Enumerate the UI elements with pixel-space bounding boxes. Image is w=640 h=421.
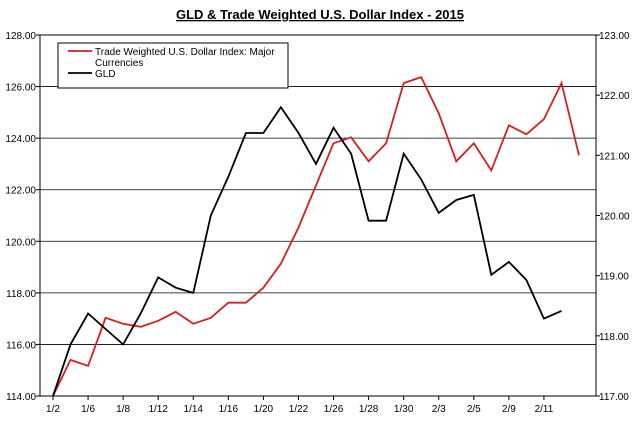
legend-label-line: Trade Weighted U.S. Dollar Index: Major [95, 47, 275, 58]
y-left-tick-label: 118.00 [6, 289, 36, 300]
series-line-dollar-index [52, 75, 580, 397]
x-tick-label: 1/12 [148, 404, 168, 415]
y-right-tick-label: 120.00 [599, 212, 630, 223]
y-left-tick-label: 122.00 [5, 186, 36, 197]
y-right-tick-label: 117.00 [599, 392, 629, 403]
x-tick-label: 1/14 [184, 404, 204, 415]
y-left-tick-label: 114.00 [6, 392, 36, 403]
series-line-gld [52, 105, 562, 397]
y-right-tick-label: 123.00 [599, 31, 630, 42]
x-tick-label: 1/2 [46, 404, 60, 415]
y-left-tick-label: 126.00 [5, 83, 36, 94]
x-tick-label: 1/16 [219, 404, 239, 415]
x-tick-label: 1/22 [289, 404, 309, 415]
y-right-tick-label: 118.00 [599, 332, 629, 343]
series-group [52, 75, 580, 397]
y-right-tick-label: 119.00 [599, 272, 629, 283]
y-left-tick-label: 128.00 [5, 31, 36, 42]
x-axis: 1/2 1/6 1/8 1/12 1/14 1/16 1/20 1/22 1/26 1/28 1/3… [46, 396, 554, 415]
legend-label-dollar-index: Trade Weighted U.S. Dollar Index: Major C… [95, 47, 275, 69]
plot-area [39, 34, 597, 397]
x-tick-label: 1/30 [394, 404, 414, 415]
y-right-tick-label: 122.00 [599, 91, 630, 102]
x-tick-label: 2/3 [432, 404, 446, 415]
y-right-tick-label: 121.00 [599, 151, 630, 162]
legend-label-line: Currencies [95, 58, 143, 69]
y-axis-right: 117.00 118.00 119.00 120.00 121.00 122.00 123.… [596, 31, 630, 403]
y-left-tick-label: 124.00 [5, 134, 36, 145]
chart-title: GLD & Trade Weighted U.S. Dollar Index -… [176, 7, 464, 22]
x-tick-label: 2/9 [502, 404, 516, 415]
x-tick-label: 1/6 [81, 404, 95, 415]
legend: Trade Weighted U.S. Dollar Index: Major C… [57, 42, 289, 89]
y-axis-left: 114.00 116.00 118.00 120.00 122.00 124.00 126.… [5, 31, 40, 403]
legend-label-gld: GLD [95, 69, 116, 80]
x-tick-label: 1/20 [254, 404, 274, 415]
y-left-tick-label: 116.00 [6, 340, 36, 351]
y-left-tick-label: 120.00 [5, 237, 36, 248]
x-tick-label: 1/8 [116, 404, 130, 415]
x-tick-label: 2/5 [467, 404, 481, 415]
x-tick-label: 1/28 [359, 404, 379, 415]
grid-lines [40, 86, 596, 345]
legend-box [57, 42, 289, 89]
x-tick-label: 1/26 [324, 404, 344, 415]
x-tick-label: 2/11 [535, 404, 554, 415]
